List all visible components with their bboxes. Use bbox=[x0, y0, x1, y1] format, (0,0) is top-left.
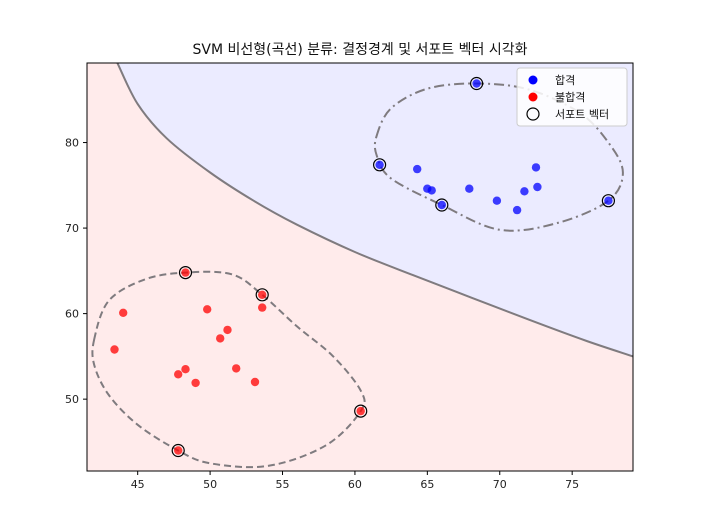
x-tick-label: 70 bbox=[493, 478, 507, 491]
pass-point bbox=[413, 164, 422, 174]
y-tick-label: 50 bbox=[65, 393, 79, 406]
fail-point bbox=[258, 303, 267, 312]
pass-point bbox=[472, 79, 481, 88]
pass-point bbox=[375, 160, 384, 169]
fail-point bbox=[191, 378, 200, 388]
pass-point bbox=[512, 205, 522, 215]
pass-point bbox=[604, 196, 613, 205]
y-tick-label: 70 bbox=[65, 222, 79, 235]
fail-point bbox=[110, 345, 119, 354]
pass-point bbox=[531, 163, 541, 172]
support-vector-marker bbox=[435, 198, 449, 212]
support-vector-marker bbox=[470, 76, 484, 91]
pass-point bbox=[465, 184, 474, 193]
legend-support-vector-marker bbox=[526, 107, 540, 121]
legend-pass-label: 합격 bbox=[555, 74, 575, 87]
axes: 45 50 55 60 65 70 75 50 60 70 80 bbox=[65, 62, 634, 491]
x-tick-label: 45 bbox=[131, 478, 145, 491]
fail-point bbox=[258, 290, 267, 299]
decision-boundary bbox=[116, 63, 633, 358]
legend-pass-marker bbox=[528, 75, 538, 85]
x-tick-label: 75 bbox=[565, 478, 579, 491]
support-vector-marker bbox=[373, 158, 387, 172]
support-vector-marker bbox=[255, 288, 269, 302]
legend-box bbox=[516, 67, 628, 127]
fail-point bbox=[203, 305, 212, 314]
margin-contour-pass bbox=[373, 82, 624, 232]
y-tick-label: 80 bbox=[65, 137, 79, 150]
x-tick-label: 60 bbox=[348, 478, 362, 491]
x-tick-label: 65 bbox=[420, 478, 434, 491]
support-vector-marker bbox=[171, 443, 185, 458]
x-tick-label: 55 bbox=[276, 478, 290, 491]
fail-point bbox=[356, 406, 365, 416]
pass-point bbox=[437, 200, 446, 210]
axes-frame bbox=[86, 62, 634, 472]
fail-point bbox=[223, 325, 232, 335]
fail-point bbox=[174, 370, 183, 379]
fail-point bbox=[119, 308, 128, 317]
support-vector-marker bbox=[354, 404, 368, 418]
x-tick-label: 50 bbox=[203, 478, 217, 491]
legend-support-vector-label: 서포트 벡터 bbox=[555, 108, 609, 121]
pass-point bbox=[427, 186, 436, 195]
chart-title: SVM 비선형(곡선) 분류: 결정경계 및 서포트 벡터 시각화 bbox=[193, 42, 528, 58]
fail-point bbox=[250, 377, 260, 387]
legend-fail-label: 불합격 bbox=[555, 91, 585, 104]
pass-point bbox=[533, 182, 542, 192]
pass-point bbox=[520, 187, 529, 196]
support-vector-marker bbox=[178, 266, 193, 280]
plot-area bbox=[87, 63, 633, 471]
pass-point bbox=[492, 196, 502, 205]
fail-point bbox=[232, 364, 241, 373]
pass-region bbox=[117, 63, 633, 357]
legend-fail-marker bbox=[528, 92, 538, 102]
y-tick-label: 60 bbox=[65, 308, 79, 321]
fail-point bbox=[174, 446, 183, 455]
support-vector-marker bbox=[601, 194, 616, 208]
fail-point bbox=[216, 334, 225, 343]
fail-point bbox=[181, 365, 190, 374]
fail-point bbox=[181, 268, 190, 277]
